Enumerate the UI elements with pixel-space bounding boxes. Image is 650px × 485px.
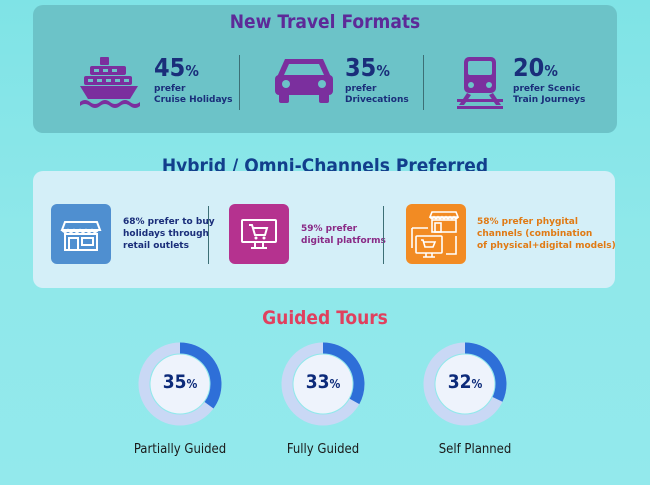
partially-guided-label: Partially Guided (133, 442, 227, 457)
digital-channel-text: 59% prefer digital platforms (301, 224, 386, 246)
digital-channel-box (229, 204, 289, 264)
ring-value: 33% (305, 371, 341, 393)
guided-tours-title: Guided Tours (262, 307, 388, 329)
ring-progress-arc (423, 342, 507, 426)
train-percent: 20% (513, 53, 558, 82)
train-label: prefer Scenic Train Journeys (513, 84, 586, 105)
car-icon (273, 55, 335, 109)
fully-guided-label: Fully Guided (286, 442, 360, 457)
divider (423, 55, 424, 110)
ring-value: 35% (162, 371, 198, 393)
phygital-channel-text: 58% prefer phygital channels (combination… (477, 217, 616, 251)
format-train: 20% prefer Scenic Train Journeys (455, 53, 605, 115)
ring-self-planned: 32% (423, 342, 507, 426)
retail-channel-text: 68% prefer to buy holidays through retail … (123, 217, 215, 251)
divider (208, 206, 209, 264)
ring-progress-arc (138, 342, 222, 426)
ring-center (150, 354, 210, 414)
format-cruise: 45% prefer Cruise Holidays (78, 53, 232, 115)
cruise-label: prefer Cruise Holidays (154, 84, 233, 105)
ring-center (293, 354, 353, 414)
self-planned-label: Self Planned (438, 442, 512, 457)
ring-fully-guided: 33% (281, 342, 365, 426)
drivecation-label: prefer Drivecations (345, 84, 409, 105)
phygital-channel-box (406, 204, 466, 264)
cruise-percent: 45% (154, 53, 199, 82)
drivecation-percent: 35% (345, 53, 390, 82)
ring-partially-guided: 35% (138, 342, 222, 426)
ring-value: 32% (447, 371, 483, 393)
travel-formats-title: New Travel Formats (229, 11, 421, 33)
train-icon (455, 55, 505, 115)
format-drivecation: 35% prefer Drivecations (273, 53, 423, 115)
monitor-cart-icon (229, 219, 289, 268)
ring-center (435, 354, 495, 414)
phygital-icon (406, 211, 466, 268)
divider (383, 206, 384, 264)
ring-progress-arc (281, 342, 365, 426)
divider (239, 55, 240, 110)
retail-channel-box (51, 204, 111, 264)
storefront-icon (51, 221, 111, 268)
omni-channels-panel (33, 171, 615, 288)
cruise-ship-icon (78, 55, 140, 115)
